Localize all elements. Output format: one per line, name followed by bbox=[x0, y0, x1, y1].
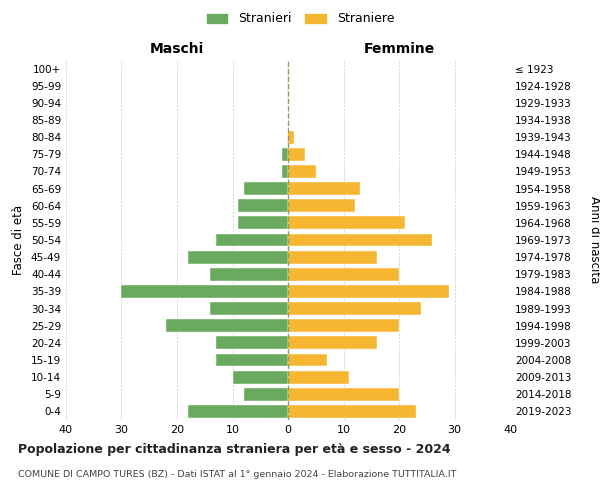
Bar bbox=[288, 234, 432, 246]
Bar bbox=[166, 320, 288, 332]
Bar bbox=[233, 370, 288, 384]
Bar bbox=[121, 285, 288, 298]
Bar bbox=[216, 336, 288, 349]
Bar bbox=[188, 250, 288, 264]
Bar bbox=[288, 336, 377, 349]
Bar bbox=[283, 148, 288, 160]
Y-axis label: Anni di nascita: Anni di nascita bbox=[588, 196, 600, 284]
Y-axis label: Fasce di età: Fasce di età bbox=[13, 205, 25, 275]
Bar bbox=[288, 200, 355, 212]
Bar bbox=[288, 268, 399, 280]
Bar bbox=[288, 182, 360, 195]
Bar bbox=[288, 302, 421, 315]
Bar bbox=[238, 200, 288, 212]
Bar bbox=[288, 285, 449, 298]
Bar bbox=[288, 405, 416, 418]
Legend: Stranieri, Straniere: Stranieri, Straniere bbox=[202, 8, 398, 29]
Bar bbox=[210, 268, 288, 280]
Bar bbox=[288, 370, 349, 384]
Bar bbox=[238, 216, 288, 230]
Text: COMUNE DI CAMPO TURES (BZ) - Dati ISTAT al 1° gennaio 2024 - Elaborazione TUTTIT: COMUNE DI CAMPO TURES (BZ) - Dati ISTAT … bbox=[18, 470, 457, 479]
Bar bbox=[210, 302, 288, 315]
Bar bbox=[216, 234, 288, 246]
Bar bbox=[288, 148, 305, 160]
Bar bbox=[288, 130, 293, 143]
Text: Femmine: Femmine bbox=[364, 42, 434, 56]
Bar bbox=[288, 250, 377, 264]
Bar bbox=[283, 165, 288, 178]
Bar bbox=[216, 354, 288, 366]
Bar bbox=[288, 165, 316, 178]
Bar bbox=[288, 216, 404, 230]
Bar bbox=[244, 388, 288, 400]
Bar bbox=[288, 320, 399, 332]
Bar bbox=[188, 405, 288, 418]
Text: Popolazione per cittadinanza straniera per età e sesso - 2024: Popolazione per cittadinanza straniera p… bbox=[18, 442, 451, 456]
Bar bbox=[244, 182, 288, 195]
Bar bbox=[288, 354, 327, 366]
Text: Maschi: Maschi bbox=[150, 42, 204, 56]
Bar bbox=[288, 388, 399, 400]
